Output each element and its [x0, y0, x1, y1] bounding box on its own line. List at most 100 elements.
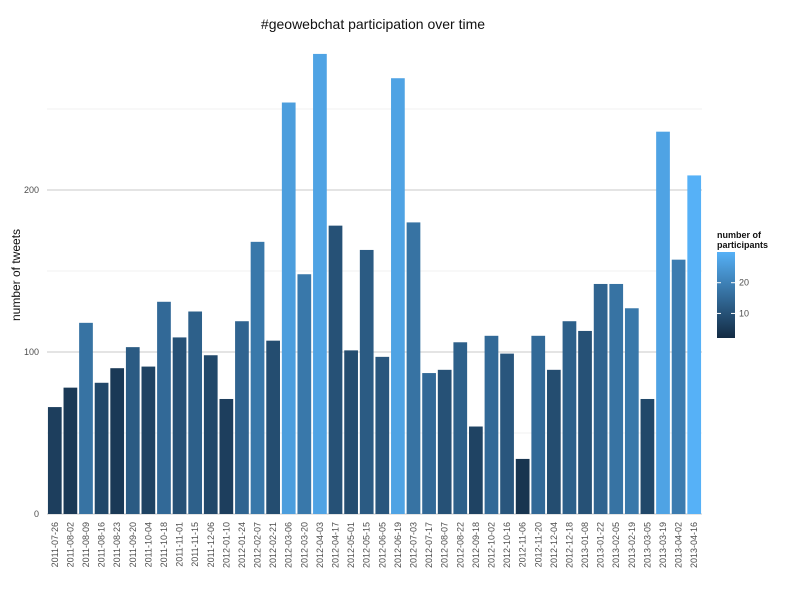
x-tick-label: 2011-09-20 — [128, 522, 138, 567]
bar-2012-03-20 — [297, 274, 312, 514]
x-tick-label: 2012-08-07 — [440, 522, 450, 568]
bar-2011-11-01 — [172, 337, 187, 514]
bar-2013-04-02 — [671, 259, 686, 514]
y-tick-label: 100 — [24, 347, 39, 357]
x-tick-label: 2012-11-20 — [533, 522, 543, 567]
x-tick-label: 2011-08-23 — [112, 522, 122, 567]
bar-2012-11-20 — [531, 335, 546, 514]
chart-title: #geowebchat participation over time — [261, 16, 485, 32]
x-tick-label: 2012-07-17 — [424, 522, 434, 568]
x-tick-label: 2012-10-02 — [486, 522, 496, 568]
bar-2013-03-19 — [656, 131, 670, 514]
x-tick-label: 2012-03-06 — [284, 522, 294, 568]
x-tick-label: 2011-10-04 — [143, 522, 153, 567]
legend-color-bar — [717, 252, 735, 338]
bar-2013-02-05 — [609, 283, 624, 514]
x-tick-label: 2012-11-06 — [518, 522, 528, 567]
bar-2012-12-18 — [562, 321, 577, 514]
legend-tick-label: 10 — [739, 308, 749, 318]
x-tick-label: 2012-06-05 — [377, 522, 387, 568]
x-tick-label: 2013-04-16 — [689, 522, 699, 568]
bar-2012-08-22 — [453, 342, 468, 514]
bar-2012-09-18 — [469, 426, 483, 514]
x-tick-label: 2012-08-22 — [455, 522, 465, 568]
bar-2013-03-05 — [640, 398, 655, 514]
x-tick-label: 2012-10-16 — [502, 522, 512, 568]
bar-2011-10-04 — [141, 366, 156, 514]
bar-2012-06-19 — [391, 78, 405, 514]
y-tick-labels: 0 100 200 — [24, 185, 39, 519]
bar-2013-02-19 — [624, 308, 639, 514]
bar-2012-07-17 — [422, 373, 436, 514]
bar-2012-08-07 — [437, 369, 452, 514]
x-tick-label: 2013-01-08 — [580, 522, 590, 568]
bar-2011-12-06 — [203, 355, 218, 514]
bar-2011-11-15 — [188, 311, 203, 514]
x-tick-labels: 2011-07-26 2011-08-02 2011-08-09 2011-08-16… — [50, 522, 699, 568]
color-legend: number of participants 10 20 — [717, 230, 768, 338]
x-tick-label: 2012-07-03 — [408, 522, 418, 568]
x-tick-label: 2013-03-19 — [658, 522, 668, 568]
grid-lines — [47, 108, 702, 515]
legend-title-line-1: number of — [717, 230, 762, 240]
bar-2013-01-22 — [593, 283, 608, 514]
bar-2011-08-09 — [79, 322, 93, 514]
x-tick-label: 2012-03-20 — [299, 522, 309, 568]
x-tick-label: 2011-08-16 — [97, 522, 107, 567]
bar-2011-08-16 — [94, 382, 109, 514]
x-tick-label: 2012-02-21 — [268, 522, 278, 568]
bar-2012-05-01 — [344, 350, 358, 514]
x-tick-label: 2011-08-02 — [65, 522, 75, 567]
x-tick-label: 2011-11-15 — [190, 522, 200, 567]
bar-2012-04-03 — [313, 53, 327, 515]
y-tick-label: 0 — [34, 509, 39, 519]
bar-2012-02-21 — [266, 340, 280, 514]
x-tick-label: 2013-02-05 — [611, 522, 621, 568]
bar-2012-03-06 — [281, 102, 296, 515]
bar-2013-04-16 — [687, 175, 702, 515]
x-tick-label: 2012-01-10 — [221, 522, 231, 568]
bar-2012-10-16 — [500, 353, 514, 514]
x-tick-label: 2011-08-09 — [81, 522, 91, 567]
x-tick-label: 2012-02-07 — [253, 522, 263, 568]
x-tick-label: 2011-10-18 — [159, 522, 169, 567]
bar-2012-10-02 — [484, 335, 499, 514]
x-tick-label: 2012-04-03 — [315, 522, 325, 568]
x-tick-label: 2011-11-01 — [175, 522, 185, 567]
bar-2012-07-03 — [406, 222, 421, 514]
x-tick-label: 2011-12-06 — [206, 522, 216, 567]
x-tick-label: 2013-03-05 — [642, 522, 652, 568]
bar-2011-10-18 — [157, 301, 171, 514]
x-tick-label: 2013-02-19 — [627, 522, 637, 568]
bar-2012-06-05 — [375, 356, 390, 514]
bar-2011-07-26 — [47, 407, 62, 514]
bar-2011-08-23 — [110, 368, 125, 514]
x-tick-label: 2013-04-02 — [674, 522, 684, 568]
bar-2011-09-20 — [125, 347, 140, 514]
bar-2012-04-17 — [328, 225, 343, 514]
bar-2012-05-15 — [359, 249, 374, 514]
bar-2012-11-06 — [515, 458, 530, 514]
bar-2012-01-24 — [235, 321, 249, 514]
x-tick-label: 2012-12-04 — [549, 522, 559, 568]
bar-2012-02-07 — [250, 241, 265, 514]
x-tick-label: 2012-04-17 — [331, 522, 341, 568]
bar-2012-12-04 — [546, 369, 561, 514]
x-tick-label: 2012-09-18 — [471, 522, 481, 568]
bar-2013-01-08 — [578, 330, 592, 514]
legend-title-line-2: participants — [717, 240, 768, 250]
y-tick-label: 200 — [24, 185, 39, 195]
x-tick-label: 2012-12-18 — [564, 522, 574, 568]
x-tick-label: 2011-07-26 — [50, 522, 60, 567]
x-tick-label: 2012-06-19 — [393, 522, 403, 568]
legend-tick-label: 20 — [739, 278, 749, 288]
x-tick-label: 2013-01-22 — [596, 522, 606, 568]
bar-2012-01-10 — [219, 398, 234, 514]
legend-ticks: 10 20 — [717, 278, 749, 318]
x-tick-label: 2012-05-01 — [346, 522, 356, 568]
x-tick-label: 2012-05-15 — [362, 522, 372, 568]
x-tick-label: 2012-01-24 — [237, 522, 247, 568]
y-axis-title: number of tweets — [9, 229, 23, 321]
bars — [47, 53, 702, 515]
